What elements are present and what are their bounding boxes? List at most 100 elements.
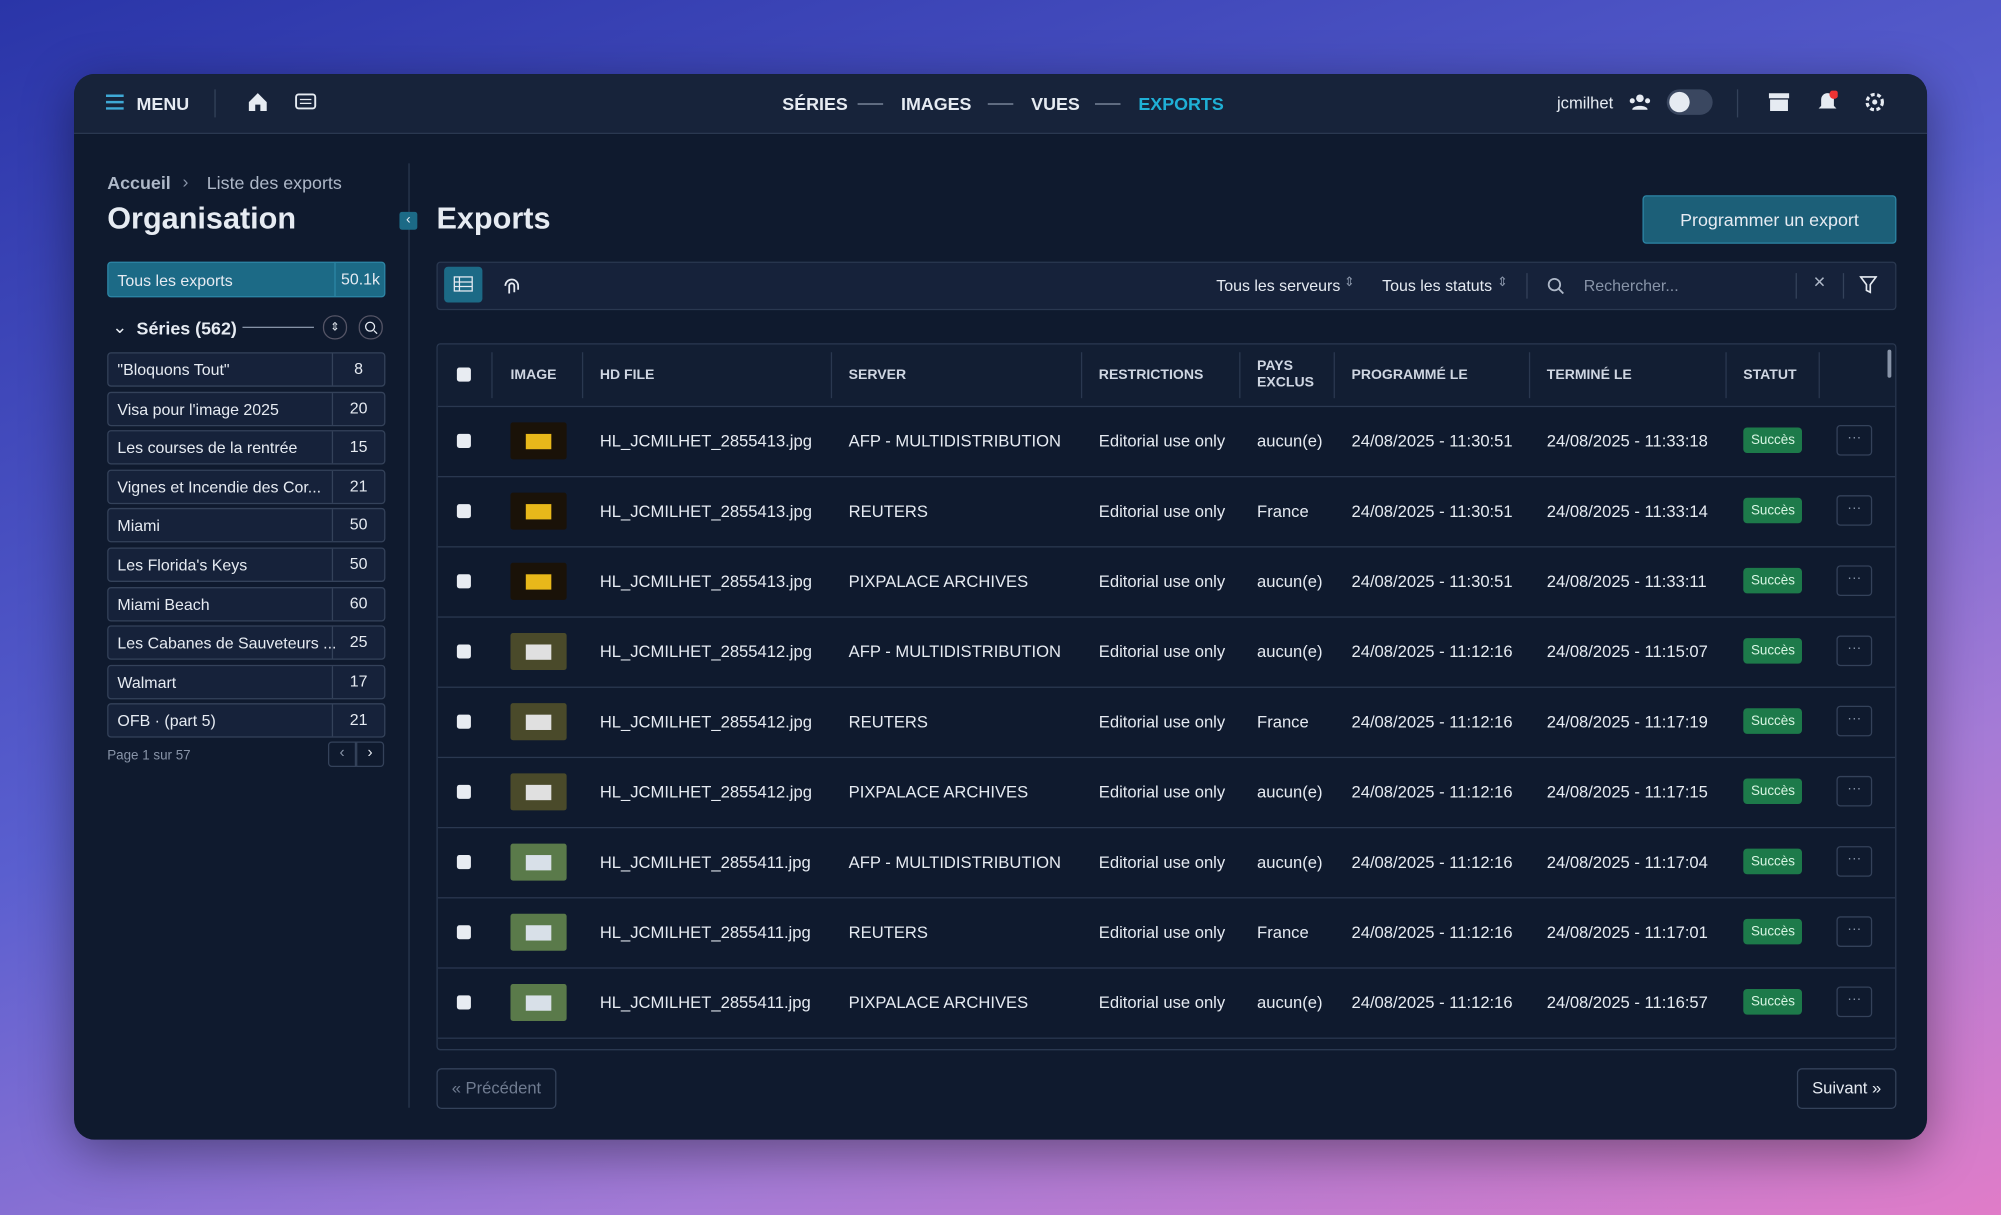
row-checkbox[interactable] bbox=[456, 574, 471, 589]
cell: AFP - MULTIDISTRIBUTION bbox=[848, 641, 1061, 662]
column-header: STATUT bbox=[1743, 367, 1797, 383]
table-row[interactable] bbox=[437, 967, 1896, 1039]
column-header: PAYS EXCLUS bbox=[1257, 358, 1315, 391]
row-actions[interactable]: ··· bbox=[1836, 424, 1873, 456]
settings-icon[interactable] bbox=[1865, 92, 1885, 112]
table-view-button[interactable] bbox=[444, 266, 483, 303]
users-icon[interactable] bbox=[1628, 93, 1651, 111]
series-item[interactable]: Miami Beach 60 bbox=[107, 586, 386, 621]
row-actions[interactable]: ··· bbox=[1836, 495, 1873, 526]
cell: 24/08/2025 - 11:30:51 bbox=[1351, 501, 1513, 521]
search-input[interactable]: Rechercher... bbox=[1583, 276, 1679, 295]
breadcrumb-current: Liste des exports bbox=[206, 172, 342, 193]
server-filter[interactable]: Tous les serveurs bbox=[1216, 276, 1341, 295]
fingerprint-icon[interactable] bbox=[502, 276, 522, 296]
app-window: MENU SÉRIES IMAGES VUES EXPORTS jcmilhet… bbox=[74, 74, 1928, 1140]
row-actions[interactable]: ··· bbox=[1836, 916, 1873, 947]
prev-page[interactable]: ‹ bbox=[327, 741, 357, 767]
row-checkbox[interactable] bbox=[456, 925, 471, 940]
next-page[interactable]: › bbox=[356, 741, 385, 767]
menu-icon[interactable] bbox=[105, 94, 124, 110]
cell: Editorial use only bbox=[1098, 992, 1226, 1013]
column-divider bbox=[1080, 352, 1083, 399]
nav-tab[interactable]: IMAGES bbox=[900, 93, 972, 114]
row-actions[interactable]: ··· bbox=[1836, 635, 1873, 667]
breadcrumb-link[interactable]: Accueil bbox=[107, 172, 171, 193]
column-divider bbox=[1333, 352, 1335, 399]
table-row[interactable] bbox=[437, 827, 1896, 899]
table-row[interactable] bbox=[437, 546, 1896, 618]
series-name: Miami bbox=[117, 517, 160, 536]
select-all-checkbox[interactable] bbox=[456, 367, 471, 382]
series-item[interactable]: Miami 50 bbox=[107, 508, 386, 543]
row-checkbox[interactable] bbox=[456, 714, 471, 729]
row-actions[interactable]: ··· bbox=[1836, 986, 1873, 1018]
row-actions[interactable]: ··· bbox=[1836, 565, 1873, 596]
cell: 24/08/2025 - 11:15:07 bbox=[1546, 641, 1708, 662]
nav-tab-active[interactable]: EXPORTS bbox=[1138, 93, 1224, 114]
table-row[interactable] bbox=[437, 406, 1896, 478]
schedule-export-button[interactable]: Programmer un export bbox=[1642, 195, 1897, 244]
previous-button[interactable]: « Précédent bbox=[436, 1068, 557, 1110]
toggle[interactable] bbox=[1666, 89, 1713, 115]
table-row[interactable] bbox=[437, 616, 1896, 688]
column-header: RESTRICTIONS bbox=[1098, 367, 1204, 383]
column-divider bbox=[830, 352, 833, 399]
cell: 24/08/2025 - 11:16:57 bbox=[1546, 992, 1708, 1013]
row-checkbox[interactable] bbox=[456, 644, 471, 659]
table-row[interactable] bbox=[437, 897, 1896, 969]
series-item[interactable]: Walmart 17 bbox=[107, 664, 386, 700]
series-item[interactable]: Les Cabanes de Sauveteurs ... 25 bbox=[107, 625, 386, 661]
search-button[interactable] bbox=[358, 315, 383, 340]
cell: aucun(e) bbox=[1257, 782, 1323, 802]
cell: PIXPALACE ARCHIVES bbox=[848, 782, 1029, 802]
menu-label[interactable]: MENU bbox=[136, 93, 190, 114]
collapse-chevron[interactable]: ⌄ bbox=[112, 316, 128, 337]
row-checkbox[interactable] bbox=[456, 433, 471, 448]
row-actions[interactable]: ··· bbox=[1836, 775, 1873, 807]
cell: HL_JCMILHET_2855411.jpg bbox=[599, 852, 811, 872]
row-checkbox[interactable] bbox=[456, 855, 471, 870]
nav-tab[interactable]: SÉRIES bbox=[782, 93, 848, 114]
divider bbox=[242, 326, 314, 328]
sidebar-title: Organisation bbox=[107, 201, 297, 237]
filter-icon[interactable] bbox=[1859, 276, 1878, 295]
table-row[interactable] bbox=[437, 476, 1896, 548]
sidebar-pagination: Page 1 sur 57 bbox=[107, 747, 191, 764]
username[interactable]: jcmilhet bbox=[1556, 93, 1614, 113]
cell: HL_JCMILHET_2855412.jpg bbox=[599, 712, 812, 732]
series-item[interactable]: "Bloquons Tout" 8 bbox=[107, 352, 386, 387]
row-checkbox[interactable] bbox=[456, 784, 471, 799]
status-filter[interactable]: Tous les statuts bbox=[1382, 276, 1493, 295]
nav-tab[interactable]: VUES bbox=[1031, 93, 1080, 114]
sort-button[interactable]: ⇕ bbox=[322, 315, 348, 340]
series-name: Les Florida's Keys bbox=[117, 556, 248, 575]
archive-icon[interactable] bbox=[1768, 93, 1790, 112]
thumbnail bbox=[510, 422, 567, 460]
cell: Editorial use only bbox=[1098, 501, 1226, 521]
series-item[interactable]: Visa pour l'image 2025 20 bbox=[107, 391, 386, 426]
bell-icon[interactable] bbox=[1817, 90, 1838, 113]
all-exports[interactable]: Tous les exports 50.1k bbox=[107, 261, 386, 298]
series-item[interactable]: Les Florida's Keys 50 bbox=[107, 547, 386, 582]
next-button[interactable]: Suivant » bbox=[1796, 1068, 1897, 1110]
collapse-sidebar[interactable]: ‹ bbox=[399, 211, 418, 230]
series-item[interactable]: Vignes et Incendie des Cor... 21 bbox=[107, 469, 386, 504]
clear-button[interactable]: × bbox=[1813, 271, 1826, 294]
thumbnail-detail bbox=[525, 925, 552, 941]
table-row[interactable] bbox=[437, 687, 1896, 759]
scrollbar bbox=[1887, 349, 1892, 378]
series-count: 60 bbox=[331, 587, 384, 620]
series-item[interactable]: Les courses de la rentrée 15 bbox=[107, 430, 386, 465]
series-count: 17 bbox=[331, 665, 384, 698]
row-checkbox[interactable] bbox=[456, 995, 471, 1010]
series-name: Les Cabanes de Sauveteurs ... bbox=[117, 634, 337, 653]
keyboard-icon[interactable] bbox=[295, 93, 317, 110]
row-actions[interactable]: ··· bbox=[1836, 846, 1873, 877]
row-actions[interactable]: ··· bbox=[1836, 705, 1873, 737]
home-icon[interactable] bbox=[248, 92, 268, 112]
series-item[interactable]: OFB · (part 5) 21 bbox=[107, 703, 386, 739]
table-row[interactable] bbox=[437, 757, 1896, 829]
row-checkbox[interactable] bbox=[456, 504, 471, 519]
thumbnail bbox=[510, 913, 567, 951]
